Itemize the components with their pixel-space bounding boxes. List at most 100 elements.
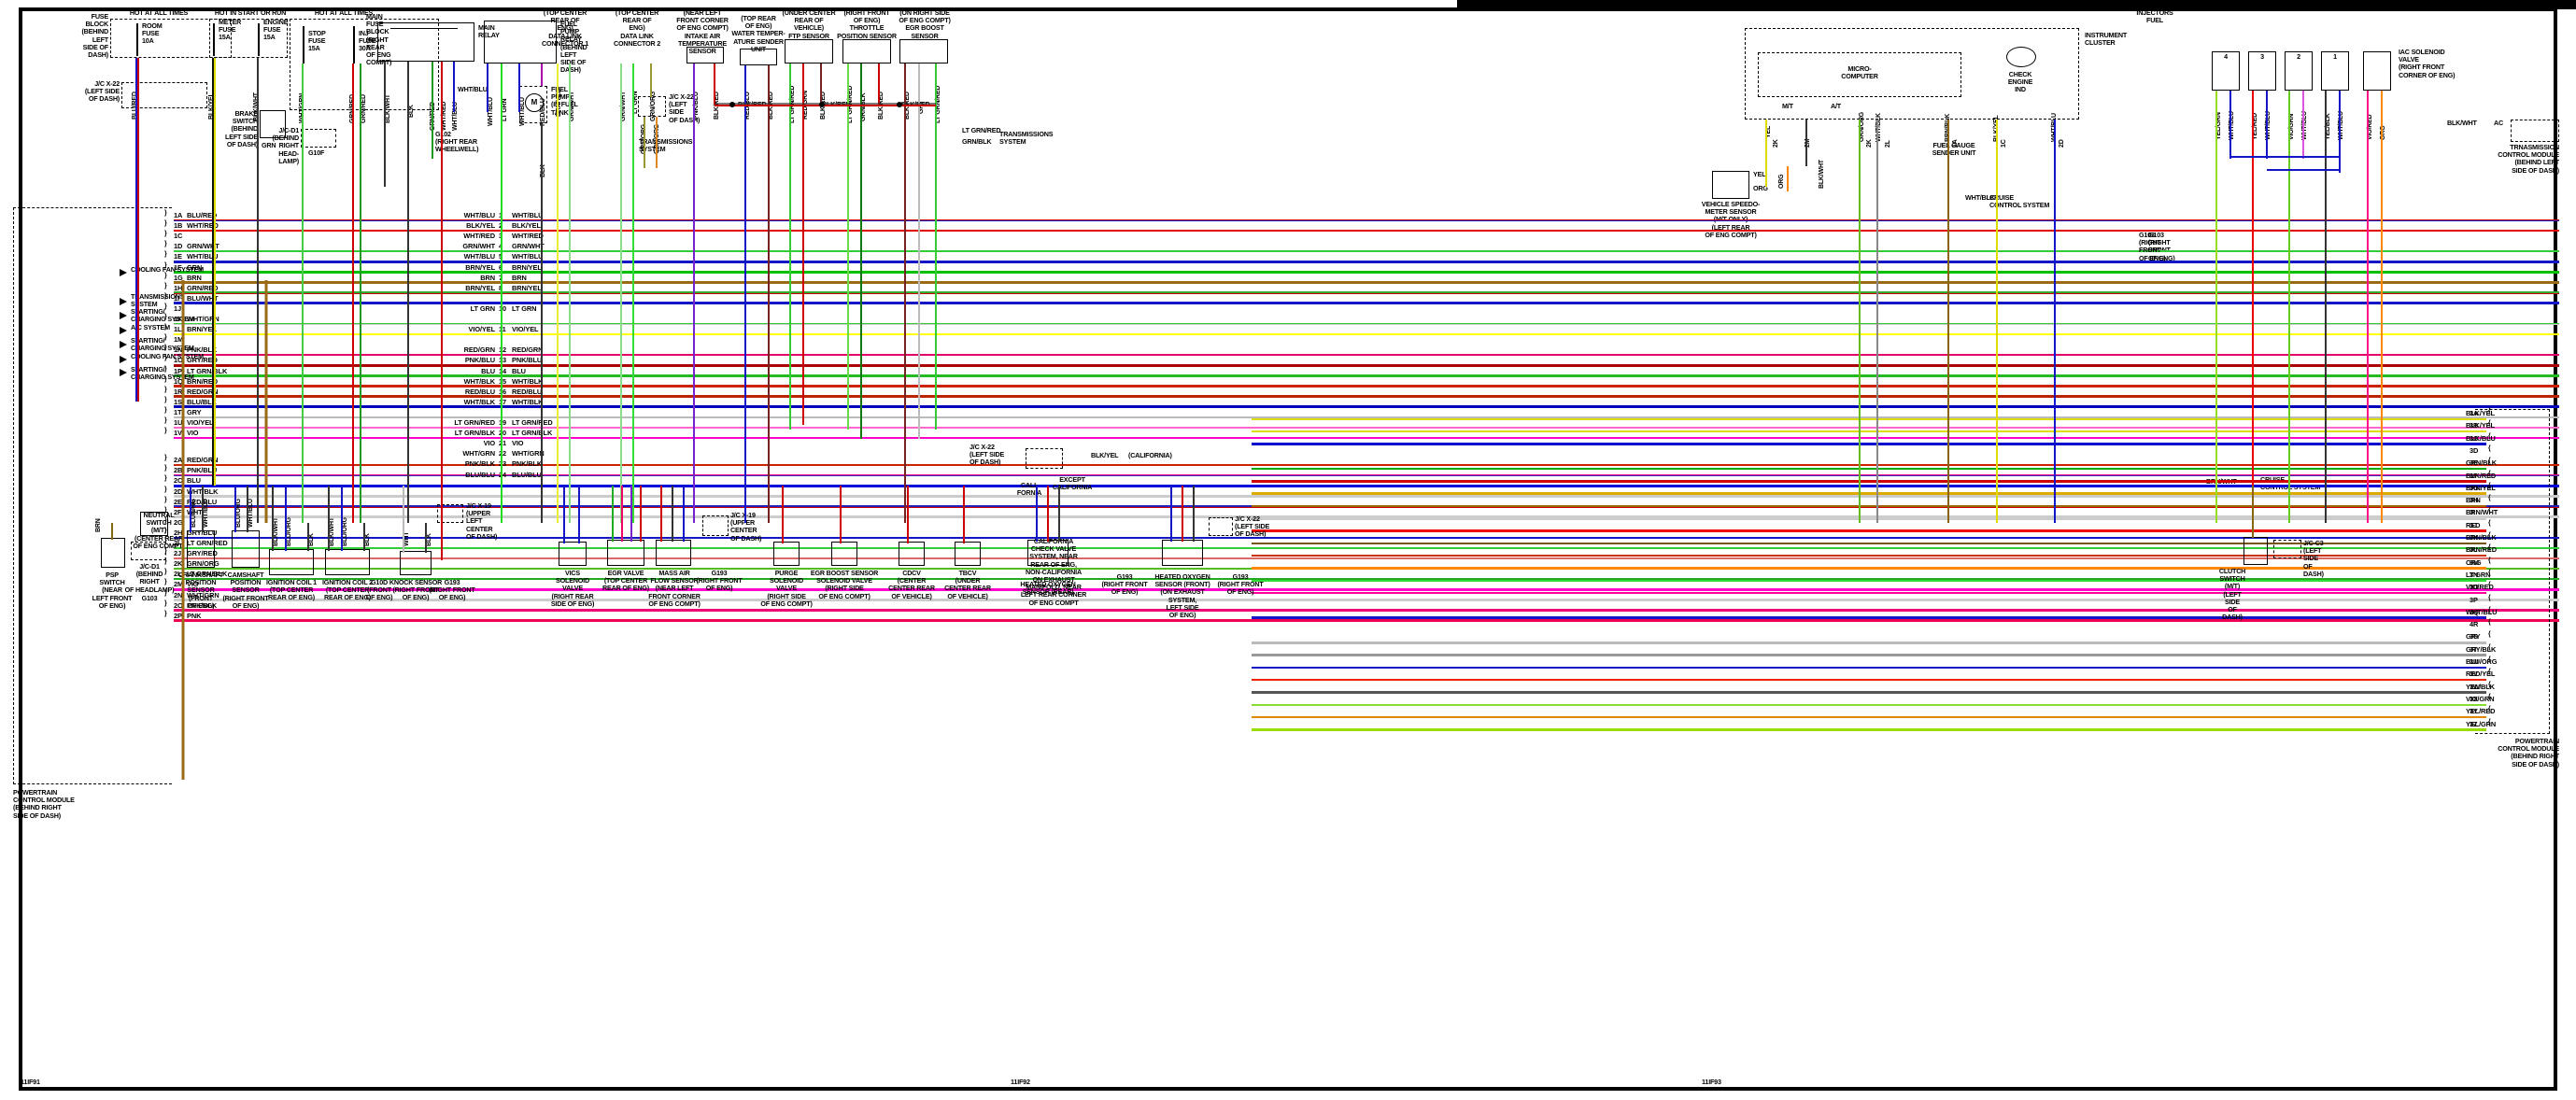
knock-sensor-box	[400, 551, 432, 575]
egr-valve-box	[607, 540, 644, 566]
pcm-wire-run	[174, 515, 2559, 518]
pcm-right-pin: 3Z	[2470, 719, 2478, 728]
mid-bus-pin-number: 23	[499, 459, 507, 469]
pcm-wire-run	[174, 405, 2559, 408]
branch-arrow-cooling-fans[interactable]	[120, 269, 127, 276]
branch-arrow-ac[interactable]	[120, 327, 127, 334]
brake-switch-grn: GRN	[262, 141, 276, 149]
page-id-left: 11IF91	[21, 1078, 40, 1086]
fuse-stem-meter	[213, 23, 215, 56]
pcm-left-row: 1E WHT/BLU	[174, 252, 218, 261]
pcm-right-pin: 3M	[2470, 557, 2480, 567]
pcm-left-row: 1I BLU/WHT	[174, 294, 218, 303]
pcm-pin-bracket: }	[164, 241, 167, 248]
coil2-wire-2: BLU/ORG	[342, 517, 348, 546]
injector-4-box	[2212, 51, 2240, 91]
pcm-wire-color: GRN	[187, 262, 203, 272]
pcm-wire-color: BLU	[187, 476, 201, 486]
coil2-wire-1: BLK/WHT	[329, 517, 335, 546]
cruise-label-top: CRUISE CONTROL SYSTEM	[1989, 193, 2050, 210]
cluster-wire-wht-blk: WHT/BLK	[1875, 113, 1882, 142]
pcm-wire-run	[174, 271, 2559, 274]
pcm-wire-color: PNK/BLK	[187, 346, 218, 355]
mid-bus-pin-number: 16	[499, 387, 507, 396]
wire-label-wht-grn: WHT/GRN	[299, 92, 305, 123]
branch-arrow-starting-3[interactable]	[120, 369, 127, 376]
pcm-wire-run	[174, 281, 2559, 284]
iat-label: (NEAR LEFT FRONT CORNER OF ENG COMPT) IN…	[676, 8, 729, 56]
pcm-left-caption: POWERTRAIN CONTROL MODULE (BEHIND RIGHT …	[13, 788, 75, 820]
cluster-wire-org: ORG	[1778, 174, 1785, 189]
pcm-wire-color: PNK/BLK	[187, 600, 218, 610]
pcm-pin-bracket: }	[164, 386, 167, 393]
pcm-wire-color: WHT	[187, 507, 203, 516]
pcm-wire-color: BLU/BLK	[187, 397, 217, 406]
fuse-label-room: ROOM FUSE 10A	[142, 21, 163, 46]
pcm-pin: 1I	[174, 293, 179, 303]
pcm-wire-run	[174, 249, 2559, 253]
main-relay-box	[377, 22, 474, 62]
pcm-right-pin-bracket: {	[2488, 495, 2491, 502]
injector-1-box	[2321, 51, 2349, 91]
hot-all-times-label-2: HOT AT ALL TIMES	[314, 8, 374, 17]
grnblk-out-label: GRN/BLK	[962, 137, 992, 146]
pcm-right-pin: 3Q	[2470, 607, 2479, 616]
pcm-left-row: 1D GRN/WHT	[174, 242, 219, 250]
mid-bus-wire-label-2: PNK/BLU	[512, 356, 543, 365]
pcm-right-pin-bracket: {	[2488, 458, 2491, 465]
wire-label-egr-3: LT GRN/RED	[935, 85, 941, 123]
mid-bus-wire-label-2: WHT/RED	[512, 232, 544, 241]
tps-label: (RIGHT FRONT OF ENG) THROTTLE POSITION S…	[837, 8, 897, 40]
psp-label: PSP SWITCH (NEAR LEFT FRONT OF ENG)	[92, 571, 133, 610]
pcm-wire-run	[174, 557, 2559, 560]
check-engine-bulb-icon	[2006, 47, 2036, 67]
pcm-right-caption: POWERTRAIN CONTROL MODULE (BEHIND RIGHT …	[2498, 737, 2559, 769]
pcm-pin: 2O	[174, 600, 183, 610]
mid-bus-pin-number: 22	[499, 449, 507, 458]
pcm-wire-run	[174, 229, 2559, 233]
pcm-pin-bracket: }	[164, 417, 167, 424]
pcm-pin-bracket: }	[164, 506, 167, 514]
pcm-wire-run	[174, 463, 2559, 467]
heated-o2-rear-label: HEATED OXYGEN SENSOR (REAR)	[1020, 580, 1076, 597]
pcm-right-wire-run	[1252, 579, 2486, 583]
pcm-pin: 2N	[174, 590, 183, 599]
fuse-label-meter: METER FUSE 15A	[219, 18, 242, 42]
mid-bus-pin-number: 7	[499, 273, 503, 282]
pcm-pin-bracket: }	[164, 324, 167, 331]
injector-2-box	[2285, 51, 2313, 91]
at-label: A/T	[1831, 102, 1841, 110]
cluster-pin-2d: 2D	[2059, 139, 2065, 148]
mid-bus-wire-label: PNK/BLK	[464, 459, 495, 469]
mid-bus-pin-number: 8	[499, 283, 503, 292]
branch-arrow-starting-1[interactable]	[120, 312, 127, 319]
branch-arrow-trans[interactable]	[120, 298, 127, 305]
pcm-right-wire-run	[1252, 443, 2486, 445]
pcm-wire-color: VIO/YEL	[187, 418, 214, 427]
branch-arrow-cooling-2[interactable]	[120, 356, 127, 363]
pcm-pin: 1S	[174, 397, 182, 406]
pcm-left-row: 1T GRY	[174, 408, 202, 416]
injectors-label: INJECTORS FUEL	[2136, 8, 2173, 25]
mid-bus-wire-label: VIO	[483, 439, 496, 448]
mid-bus-wire-label: WHT/BLU	[463, 252, 495, 261]
pcm-wire-run	[174, 353, 2559, 357]
fuse-stem-engine	[258, 23, 260, 56]
pcm-pin-bracket: }	[164, 475, 167, 483]
pcm-pin-bracket: }	[164, 569, 167, 576]
mid-bus-wire-label: BRN/YEL	[465, 283, 495, 292]
pcm-pin-bracket: }	[164, 396, 167, 403]
pcm-pin-bracket: }	[164, 579, 167, 586]
jc-x22-left-mid: J/C X-22 (LEFT SIDE OF DASH)	[970, 443, 1005, 467]
pcm-right-wire-run	[1252, 642, 2486, 644]
cmp-label: CAMSHAFT POSITION SENSOR (RIGHT FRONT OF…	[222, 571, 269, 610]
branch-arrow-starting-2[interactable]	[120, 341, 127, 348]
mid-bus-wire-label: BRN	[480, 273, 495, 282]
pcm-pin-bracket: }	[164, 516, 167, 524]
trans-system-mid: TRANSMISSIONS SYSTEM	[639, 137, 693, 154]
mid-bus-pin-number: 11	[499, 325, 506, 334]
pcm-right-outline	[2475, 409, 2550, 734]
pcm-wire-color: VIO	[187, 429, 199, 438]
mid-bus-pin-number: 19	[499, 418, 507, 427]
pcm-left-row: 1Q BRN/RED	[174, 377, 218, 386]
